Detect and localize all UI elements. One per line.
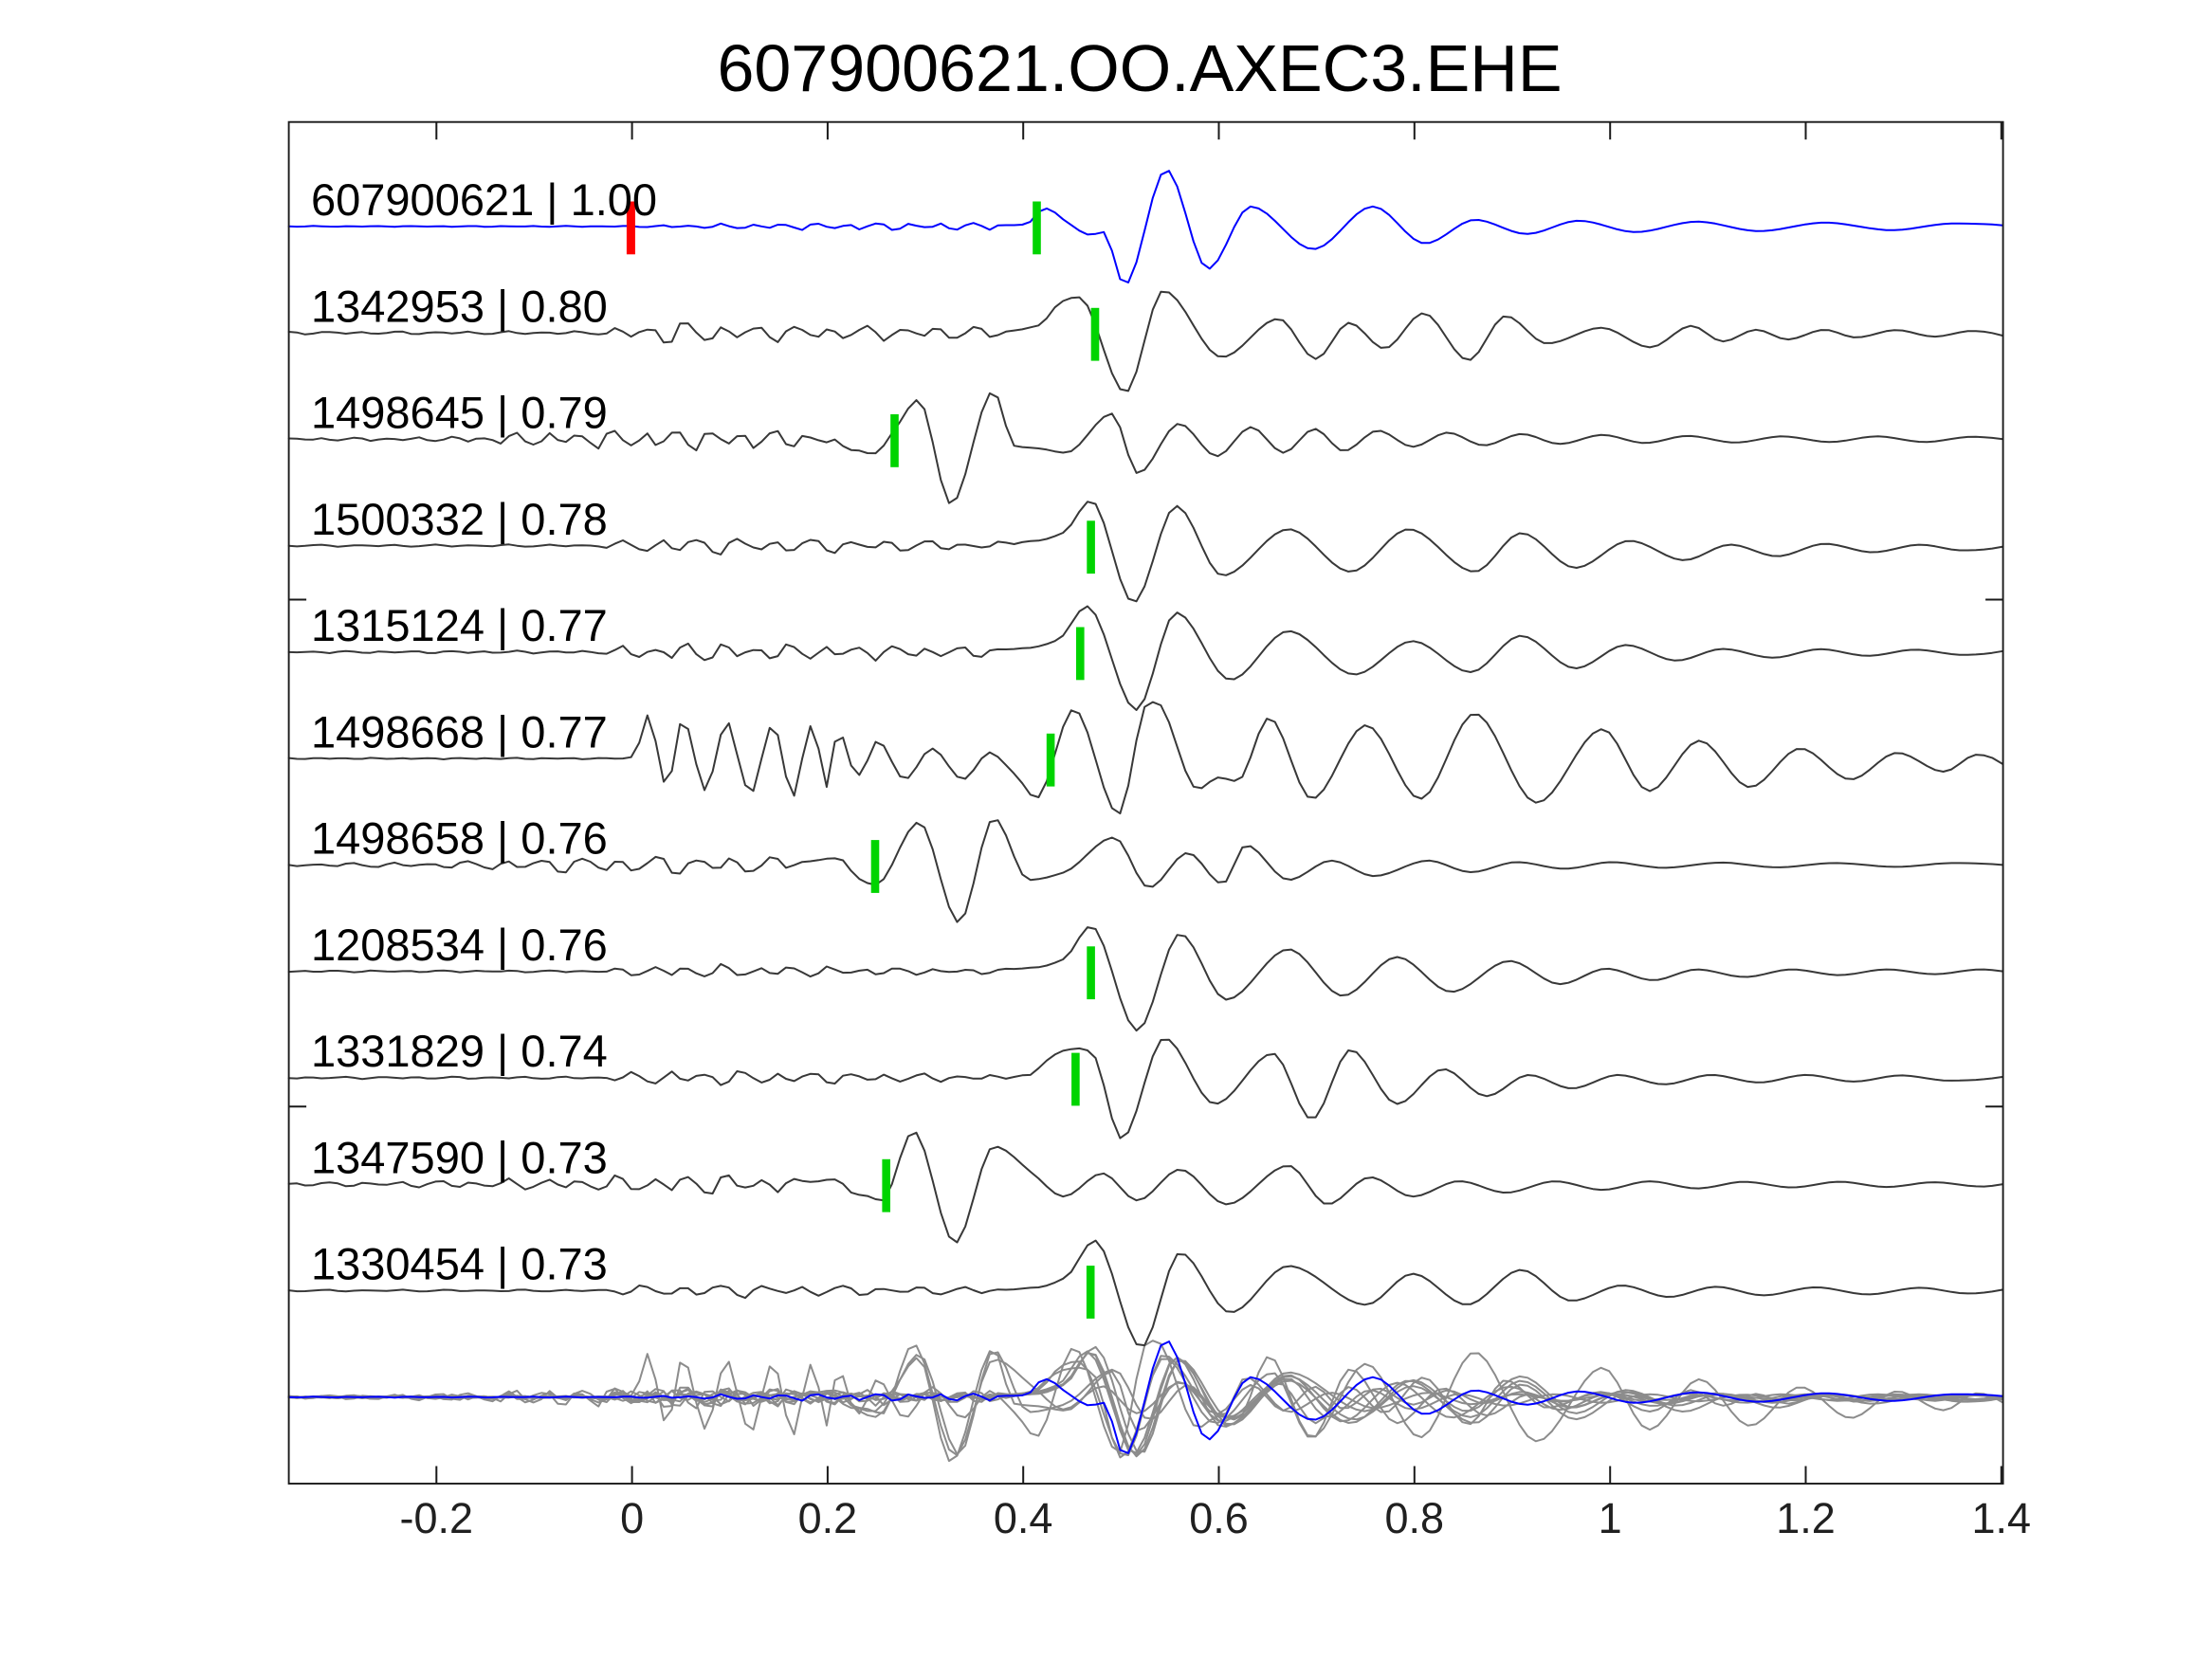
svg-text:0: 0 [620,1494,644,1542]
svg-text:0.6: 0.6 [1189,1494,1249,1542]
svg-text:1208534 | 0.76: 1208534 | 0.76 [311,920,608,970]
svg-text:1342953 | 0.80: 1342953 | 0.80 [311,281,608,331]
svg-text:607900621.OO.AXEC3.EHE: 607900621.OO.AXEC3.EHE [717,31,1562,105]
svg-text:1498645 | 0.79: 1498645 | 0.79 [311,388,608,438]
svg-text:1315124 | 0.77: 1315124 | 0.77 [311,600,608,650]
svg-text:1: 1 [1599,1494,1622,1542]
svg-text:1.4: 1.4 [1972,1494,2032,1542]
svg-text:1498658 | 0.76: 1498658 | 0.76 [311,813,608,864]
svg-text:0.4: 0.4 [994,1494,1053,1542]
svg-text:1.2: 1.2 [1776,1494,1836,1542]
svg-text:1331829 | 0.74: 1331829 | 0.74 [311,1026,608,1076]
svg-text:1498668 | 0.77: 1498668 | 0.77 [311,706,608,757]
svg-text:0.2: 0.2 [798,1494,858,1542]
svg-text:1500332 | 0.78: 1500332 | 0.78 [311,494,608,544]
svg-text:1347590 | 0.73: 1347590 | 0.73 [311,1132,608,1182]
svg-text:607900621 | 1.00: 607900621 | 1.00 [311,174,657,225]
svg-text:-0.2: -0.2 [400,1494,474,1542]
svg-text:0.8: 0.8 [1385,1494,1445,1542]
svg-text:1330454 | 0.73: 1330454 | 0.73 [311,1239,608,1289]
